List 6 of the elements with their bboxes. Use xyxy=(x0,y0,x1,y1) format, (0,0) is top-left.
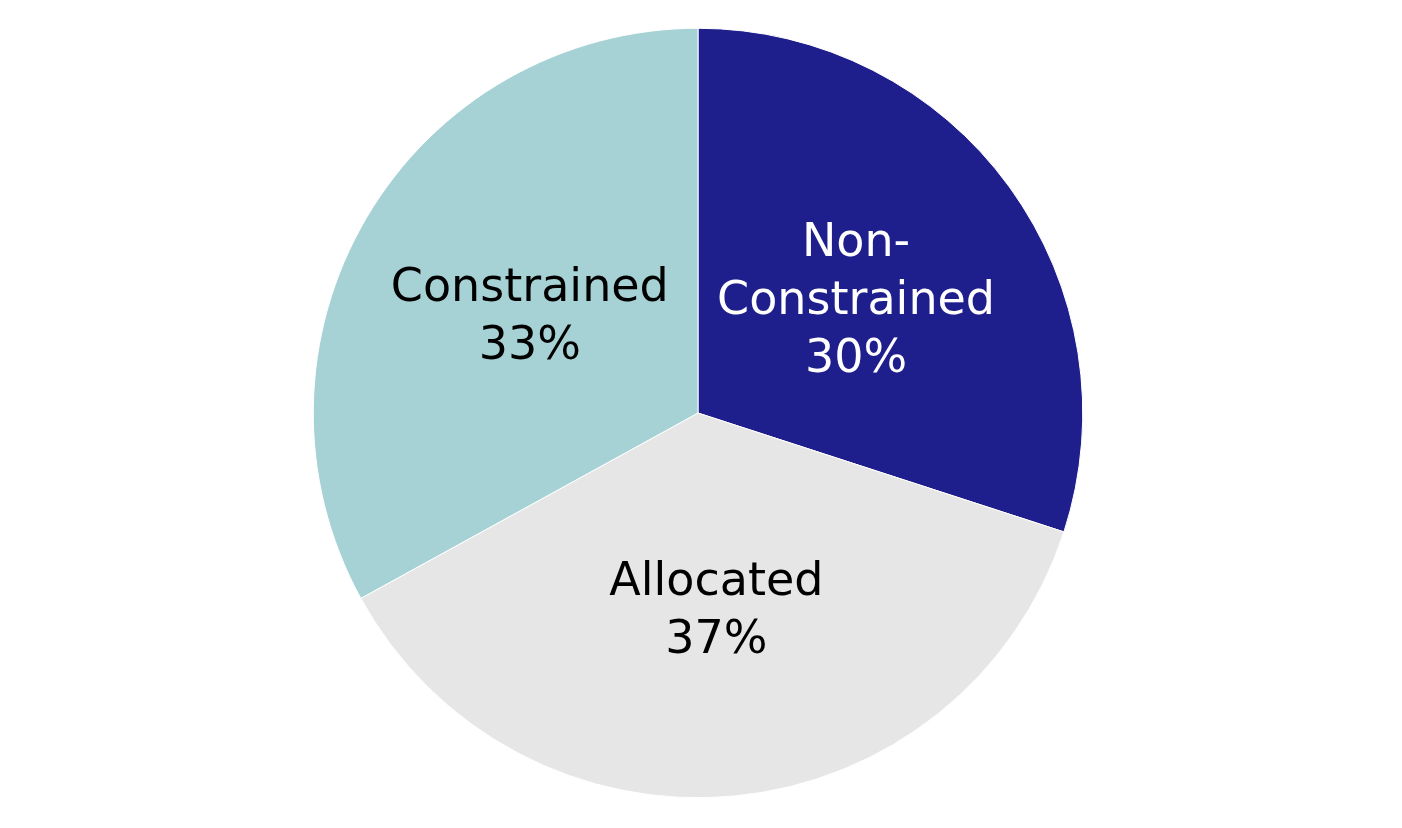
slice-label: Non-Constrained xyxy=(717,213,996,326)
data-label: 30% xyxy=(804,329,908,384)
slice-label: Constrained xyxy=(390,257,669,312)
data-label: 33% xyxy=(478,315,581,370)
data-label: 37% xyxy=(665,609,768,664)
slice-label: Allocated xyxy=(609,551,824,606)
